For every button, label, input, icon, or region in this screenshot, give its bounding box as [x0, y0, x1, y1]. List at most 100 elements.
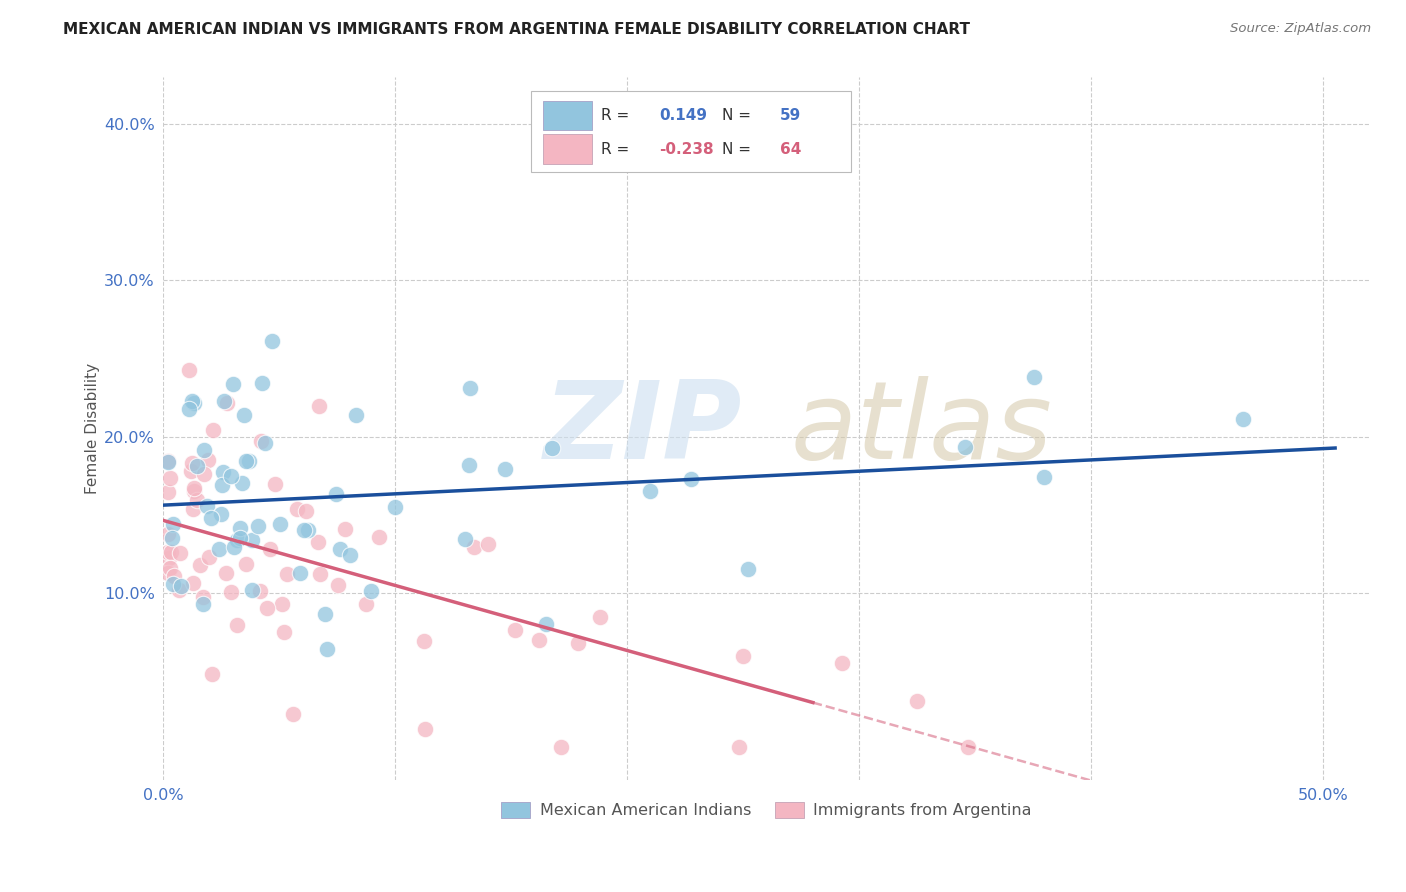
- Point: [271, 597, 294, 611]
- Point: [157, 551, 180, 566]
- Point: [162, 576, 184, 591]
- Point: [307, 535, 329, 549]
- Point: [219, 469, 242, 483]
- Point: [235, 558, 257, 572]
- Point: [201, 667, 224, 681]
- Point: [1024, 370, 1046, 384]
- Point: [200, 511, 222, 525]
- Point: [831, 656, 853, 670]
- Point: [314, 607, 336, 622]
- Point: [181, 575, 204, 590]
- Point: [329, 542, 352, 557]
- Point: [339, 548, 361, 562]
- Point: [221, 585, 243, 599]
- Point: [235, 454, 257, 468]
- Point: [226, 618, 249, 632]
- Point: [308, 399, 330, 413]
- Point: [259, 541, 281, 556]
- Point: [177, 401, 200, 416]
- Point: [344, 408, 367, 422]
- Point: [183, 396, 205, 410]
- Text: 59: 59: [780, 108, 801, 123]
- Point: [159, 561, 181, 575]
- Point: [737, 562, 759, 576]
- Point: [295, 504, 318, 518]
- Point: [222, 540, 245, 554]
- Point: [180, 465, 202, 479]
- Point: [214, 394, 236, 409]
- Point: [193, 467, 215, 481]
- Point: [250, 376, 273, 391]
- Point: [1232, 412, 1254, 426]
- Point: [269, 516, 291, 531]
- Point: [211, 478, 233, 492]
- Text: Source: ZipAtlas.com: Source: ZipAtlas.com: [1230, 22, 1371, 36]
- Point: [297, 523, 319, 537]
- Point: [458, 381, 481, 395]
- Point: [240, 533, 263, 548]
- Point: [463, 540, 485, 554]
- Point: [384, 500, 406, 514]
- Point: [253, 436, 276, 450]
- Point: [201, 424, 224, 438]
- Point: [458, 458, 481, 472]
- Text: ZIP: ZIP: [544, 376, 742, 482]
- Point: [360, 584, 382, 599]
- Point: [567, 636, 589, 650]
- Point: [193, 442, 215, 457]
- Point: [249, 584, 271, 599]
- Point: [454, 532, 477, 546]
- Point: [169, 546, 191, 560]
- Point: [186, 459, 208, 474]
- Point: [953, 440, 976, 454]
- Point: [159, 471, 181, 485]
- Point: [156, 527, 179, 541]
- Point: [229, 531, 252, 545]
- Point: [181, 456, 204, 470]
- Point: [477, 537, 499, 551]
- Point: [156, 484, 179, 499]
- FancyBboxPatch shape: [531, 92, 851, 172]
- Point: [246, 518, 269, 533]
- Point: [156, 454, 179, 468]
- Point: [905, 694, 928, 708]
- Point: [197, 452, 219, 467]
- Point: [167, 582, 190, 597]
- Point: [181, 502, 204, 516]
- Text: -0.238: -0.238: [659, 142, 714, 157]
- Point: [250, 434, 273, 448]
- Point: [209, 508, 232, 522]
- Point: [160, 531, 183, 545]
- Text: N =: N =: [721, 142, 756, 157]
- Point: [550, 740, 572, 755]
- Point: [368, 530, 391, 544]
- Point: [156, 455, 179, 469]
- Point: [731, 648, 754, 663]
- Point: [285, 501, 308, 516]
- Point: [170, 579, 193, 593]
- Point: [333, 522, 356, 536]
- Point: [681, 472, 703, 486]
- Point: [541, 441, 564, 455]
- Point: [288, 566, 311, 580]
- Point: [413, 633, 436, 648]
- Point: [494, 461, 516, 475]
- Point: [534, 616, 557, 631]
- Point: [193, 591, 215, 605]
- Point: [181, 394, 204, 409]
- Point: [229, 521, 252, 535]
- Text: R =: R =: [602, 108, 634, 123]
- Point: [156, 566, 179, 580]
- Y-axis label: Female Disability: Female Disability: [86, 363, 100, 494]
- Point: [183, 484, 205, 499]
- Point: [260, 334, 283, 348]
- Point: [211, 466, 233, 480]
- Text: MEXICAN AMERICAN INDIAN VS IMMIGRANTS FROM ARGENTINA FEMALE DISABILITY CORRELATI: MEXICAN AMERICAN INDIAN VS IMMIGRANTS FR…: [63, 22, 970, 37]
- Point: [215, 566, 238, 581]
- Point: [156, 544, 179, 558]
- Point: [222, 377, 245, 392]
- Text: R =: R =: [602, 142, 634, 157]
- Point: [163, 569, 186, 583]
- Point: [231, 475, 253, 490]
- Point: [292, 523, 315, 537]
